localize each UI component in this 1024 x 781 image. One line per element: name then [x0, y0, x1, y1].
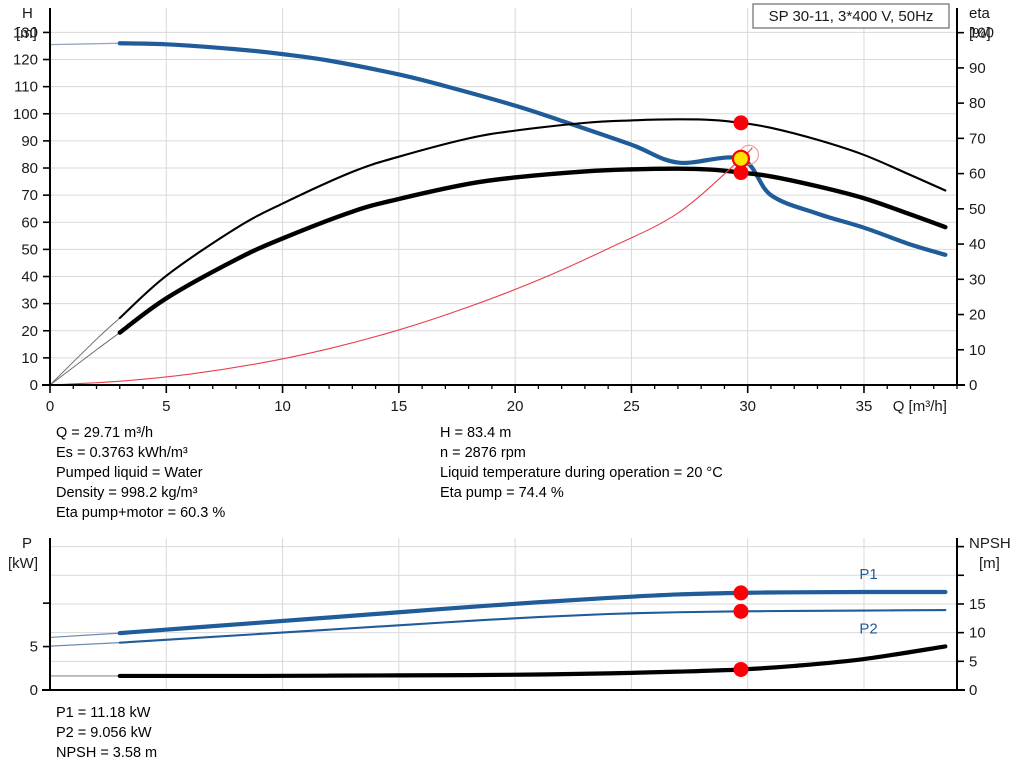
- system-curve: [49, 147, 753, 386]
- curve-lead-in: [49, 641, 126, 647]
- y-tick-label: 50: [21, 241, 38, 258]
- right-axis-unit: [m]: [979, 555, 1000, 572]
- y2-tick-label: 30: [969, 271, 986, 288]
- y2-tick-label: 70: [969, 130, 986, 147]
- power-info-block: P1 = 11.18 kW P2 = 9.056 kW NPSH = 3.58 …: [56, 703, 157, 763]
- y2-tick-label: 10: [969, 342, 986, 359]
- y2-tick-label: 80: [969, 95, 986, 112]
- y-tick-label: 40: [21, 269, 38, 286]
- x-tick-label: 0: [46, 398, 54, 415]
- y2-tick-label: 100: [969, 25, 994, 42]
- y2-tick-label: 10: [969, 625, 986, 642]
- duty-point-eta-pump-motor: [733, 165, 749, 181]
- p1-curve: [117, 589, 948, 636]
- y-tick-label: 0: [30, 377, 38, 394]
- bottom-axes: 0 5 0 5 10 15 P [kW] NPSH [m]: [8, 535, 1011, 699]
- bottom-gridlines: [50, 538, 957, 690]
- y2-tick-label: 0: [969, 377, 977, 394]
- y2-tick-label: 50: [969, 201, 986, 218]
- chart-title-box: SP 30-11, 3*400 V, 50Hz: [752, 3, 950, 29]
- right-axis-title: eta: [969, 5, 991, 22]
- head-efficiency-chart: 0102030405060708090100110120130010203040…: [13, 3, 994, 415]
- p2-curve: [118, 609, 947, 644]
- x-axis-title: Q [m³/h]: [893, 398, 947, 415]
- power-npsh-chart: P1 P2 0 5 0 5 10 15 P [kW] NPSH [m]: [8, 535, 1011, 699]
- duty-info-left-column: Q = 29.71 m³/h Es = 0.3763 kWh/m³ Pumped…: [56, 423, 225, 523]
- y-tick-label: 80: [21, 160, 38, 177]
- y2-tick-label: 15: [969, 596, 986, 613]
- duty-point-p2: [733, 603, 749, 619]
- info-p1: P1 = 11.18 kW: [56, 705, 151, 721]
- duty-point-eta-pump: [733, 115, 749, 131]
- top-gridlines: [50, 8, 957, 385]
- right-axis-unit: [%]: [969, 25, 991, 42]
- y2-tick-label: 60: [969, 166, 986, 183]
- info-eta-pump: Eta pump = 74.4 %: [440, 485, 564, 501]
- curve-lead-in: [49, 317, 121, 386]
- info-p2: P2 = 9.056 kW: [56, 725, 152, 741]
- y-tick-label: 120: [13, 52, 38, 69]
- duty-point-npsh: [733, 661, 749, 677]
- x-tick-label: 25: [623, 398, 640, 415]
- y2-tick-label: 20: [969, 307, 986, 324]
- info-eta-pump-motor: Eta pump+motor = 60.3 %: [56, 505, 226, 521]
- top-curves: [49, 41, 948, 386]
- y-tick-label: 10: [21, 350, 38, 367]
- info-n: n = 2876 rpm: [440, 445, 526, 461]
- y-tick-label: 70: [21, 187, 38, 204]
- x-tick-label: 5: [162, 398, 170, 415]
- y-tick-label: 60: [21, 214, 38, 231]
- y-tick-label: 110: [14, 79, 38, 96]
- duty-point-head: [731, 149, 751, 168]
- eta-pump-curve: [118, 118, 947, 320]
- title-box-label: SP 30-11, 3*400 V, 50Hz: [769, 8, 934, 25]
- x-tick-label: 30: [739, 398, 756, 415]
- y-tick-label: 30: [21, 296, 38, 313]
- info-npsh: NPSH = 3.58 m: [56, 745, 158, 761]
- left-axis-unit: [m]: [16, 25, 37, 42]
- y2-tick-label: 40: [969, 236, 986, 253]
- y-tick-label: 90: [21, 133, 38, 150]
- x-tick-label: 35: [856, 398, 873, 415]
- info-es: Es = 0.3763 kWh/m³: [56, 445, 188, 461]
- npsh-curve: [117, 644, 948, 679]
- y2-tick-label: 0: [969, 682, 977, 699]
- curve-lead-in: [49, 332, 121, 386]
- left-axis-unit: [kW]: [8, 555, 38, 572]
- curve-lead-in: [49, 42, 126, 46]
- y-tick-label: 130: [13, 24, 38, 41]
- left-axis-title: P: [22, 535, 32, 552]
- duty-info-right-column: H = 83.4 m n = 2876 rpm Liquid temperatu…: [440, 423, 723, 503]
- y-tick-label: 100: [13, 106, 38, 123]
- info-liquid-temperature: Liquid temperature during operation = 20…: [440, 465, 723, 481]
- duty-point-p1: [733, 585, 749, 601]
- y2-tick-label: 5: [969, 653, 977, 670]
- top-axes: 0102030405060708090100110120130010203040…: [13, 5, 994, 415]
- curve-lead-in: [49, 632, 126, 639]
- p2-series-label: P2: [859, 620, 877, 637]
- y2-tick-label: 90: [969, 60, 986, 77]
- info-h: H = 83.4 m: [440, 425, 512, 441]
- head-curve: [117, 41, 948, 257]
- top-duty-markers: [731, 115, 759, 181]
- y-tick-label: 20: [21, 323, 38, 340]
- p1-series-label: P1: [859, 566, 877, 583]
- info-density: Density = 998.2 kg/m³: [56, 485, 198, 501]
- left-axis-title: H: [22, 5, 33, 22]
- title-box-frame: [752, 3, 950, 29]
- y-tick-label: 0: [30, 682, 38, 699]
- bottom-duty-markers: [733, 585, 749, 677]
- right-axis-title: NPSH: [969, 535, 1011, 552]
- x-tick-label: 15: [391, 398, 408, 415]
- info-q: Q = 29.71 m³/h: [56, 425, 154, 441]
- x-tick-label: 20: [507, 398, 524, 415]
- x-tick-label: 10: [274, 398, 291, 415]
- eta-pump-motor-curve: [117, 166, 948, 335]
- info-pumped-liquid: Pumped liquid = Water: [56, 465, 203, 481]
- y-tick-label: 5: [30, 639, 38, 656]
- bottom-curves: [49, 589, 948, 679]
